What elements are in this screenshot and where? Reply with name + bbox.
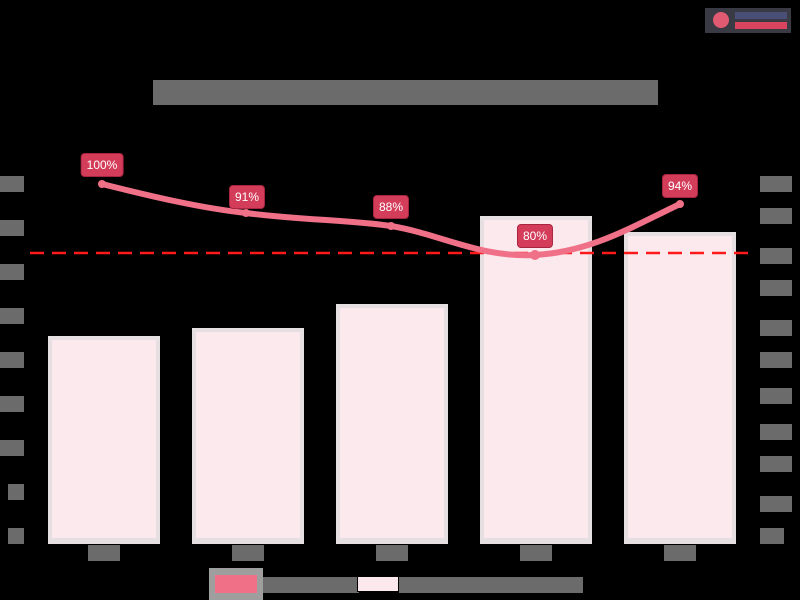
- bar-1: [48, 336, 160, 544]
- globe-icon: [713, 12, 729, 28]
- left-axis-tick-label: [0, 220, 24, 236]
- x-axis-label: [520, 545, 552, 561]
- right-axis-tick-label: [760, 352, 792, 368]
- left-axis-tick-label: [8, 484, 24, 500]
- left-axis-tick-label: [0, 352, 24, 368]
- x-axis-label: [232, 545, 264, 561]
- right-axis-tick-label: [760, 424, 792, 440]
- data-label: 88%: [372, 195, 410, 219]
- left-axis-tick-label: [0, 308, 24, 324]
- x-axis-label: [88, 545, 120, 561]
- data-label: 94%: [661, 174, 699, 198]
- bar-4: [480, 216, 592, 544]
- chart-title: [153, 80, 658, 105]
- right-axis-tick-label: [760, 248, 792, 264]
- data-label: 91%: [228, 185, 266, 209]
- right-axis-tick-label: [760, 496, 792, 512]
- data-label: 100%: [80, 153, 124, 177]
- left-axis-tick-label: [0, 176, 24, 192]
- bar-3: [336, 304, 448, 544]
- logo-text-bottom: [735, 22, 787, 29]
- x-axis-label: [376, 545, 408, 561]
- right-axis-tick-label: [760, 456, 792, 472]
- right-axis-tick-label: [760, 528, 784, 544]
- left-axis-tick-label: [0, 440, 24, 456]
- logo: [705, 8, 791, 33]
- right-axis-tick-label: [760, 320, 792, 336]
- bar-2: [192, 328, 304, 544]
- left-axis-tick-label: [8, 528, 24, 544]
- right-axis-tick-label: [760, 388, 792, 404]
- right-axis-tick-label: [760, 280, 792, 296]
- data-label: 80%: [516, 224, 554, 248]
- right-axis-tick-label: [760, 176, 792, 192]
- x-axis-label: [664, 545, 696, 561]
- bar-5: [624, 232, 736, 544]
- left-axis-tick-label: [0, 264, 24, 280]
- legend-swatch-bar[interactable]: [357, 576, 399, 592]
- right-axis-tick-label: [760, 208, 792, 224]
- legend-label-line[interactable]: [263, 577, 359, 593]
- legend-label-bar[interactable]: [399, 577, 583, 593]
- left-axis-tick-label: [0, 396, 24, 412]
- legend-swatch-line[interactable]: [215, 575, 257, 593]
- logo-text-top: [735, 12, 787, 19]
